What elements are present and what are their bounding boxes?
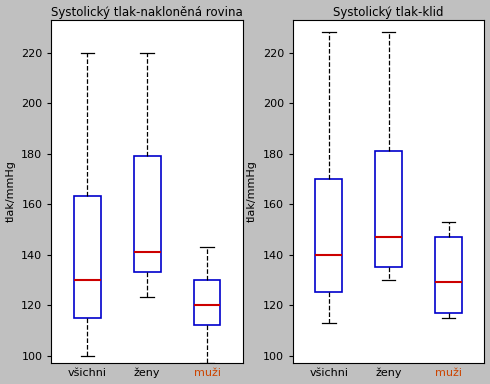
PathPatch shape — [375, 151, 402, 267]
PathPatch shape — [435, 237, 462, 313]
Y-axis label: tlak/mmHg: tlak/mmHg — [5, 161, 16, 222]
Y-axis label: tlak/mmHg: tlak/mmHg — [247, 161, 257, 222]
Title: Systolický tlak-nakloněná rovina: Systolický tlak-nakloněná rovina — [51, 5, 243, 18]
PathPatch shape — [194, 280, 220, 325]
Title: Systolický tlak-klid: Systolický tlak-klid — [333, 5, 444, 18]
PathPatch shape — [74, 197, 101, 318]
PathPatch shape — [134, 156, 161, 272]
PathPatch shape — [316, 179, 343, 292]
